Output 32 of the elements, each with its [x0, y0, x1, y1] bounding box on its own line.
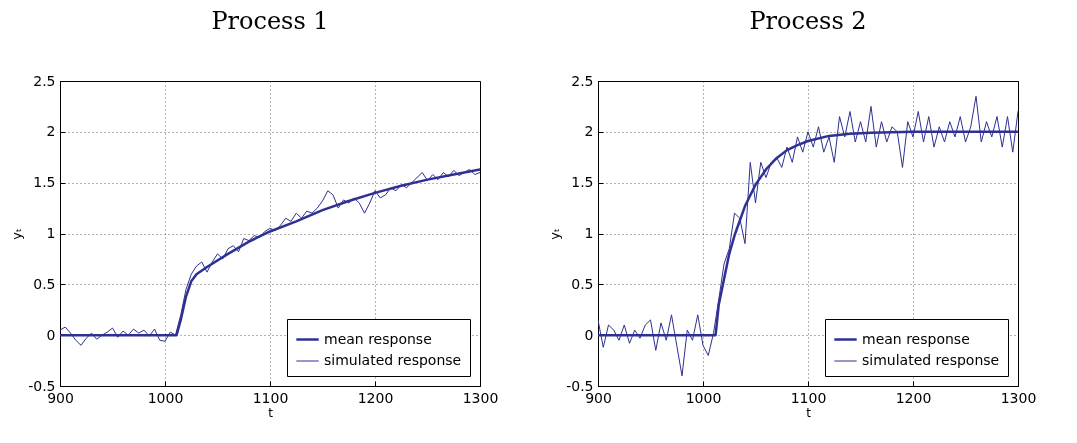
y-tick-label: -0.5	[28, 377, 56, 394]
y-tick-label: 2.5	[571, 72, 594, 89]
x-tick-label: 1100	[252, 389, 289, 406]
y-tick-label: 1.5	[571, 174, 594, 191]
y-tick-label: 2.5	[33, 72, 56, 89]
legend-label: mean response	[324, 330, 432, 347]
x-axis-title: t	[806, 405, 812, 420]
chart-title: Process 2	[749, 7, 867, 35]
legend-label: simulated response	[324, 352, 462, 368]
legend-label: mean response	[862, 330, 970, 347]
y-tick-label: 2	[46, 123, 56, 140]
x-tick-label: 1200	[895, 389, 932, 406]
x-tick-label: 1000	[147, 389, 184, 406]
y-tick-label: 1.5	[33, 174, 56, 191]
y-tick-label: -0.5	[566, 377, 594, 394]
y-axis-title: yₜ	[9, 228, 25, 240]
y-tick-label: 0	[584, 326, 594, 343]
y-tick-label: 0.5	[33, 275, 56, 292]
x-tick-label: 1300	[1000, 389, 1037, 406]
y-tick-label: 0	[46, 326, 56, 343]
x-tick-label: 1300	[462, 389, 499, 406]
y-tick-label: 1	[46, 225, 56, 241]
x-tick-label: 1100	[790, 389, 827, 406]
y-axis-title: yₜ	[547, 228, 563, 240]
x-axis-title: t	[268, 405, 274, 420]
x-tick-label: 1200	[357, 389, 394, 406]
y-tick-label: 0.5	[571, 275, 594, 292]
x-tick-label: 1000	[685, 389, 722, 406]
legend-label: simulated response	[862, 352, 1000, 368]
chart-title: Process 1	[211, 7, 329, 35]
y-tick-label: 2	[584, 123, 594, 140]
y-tick-label: 1	[584, 225, 594, 241]
